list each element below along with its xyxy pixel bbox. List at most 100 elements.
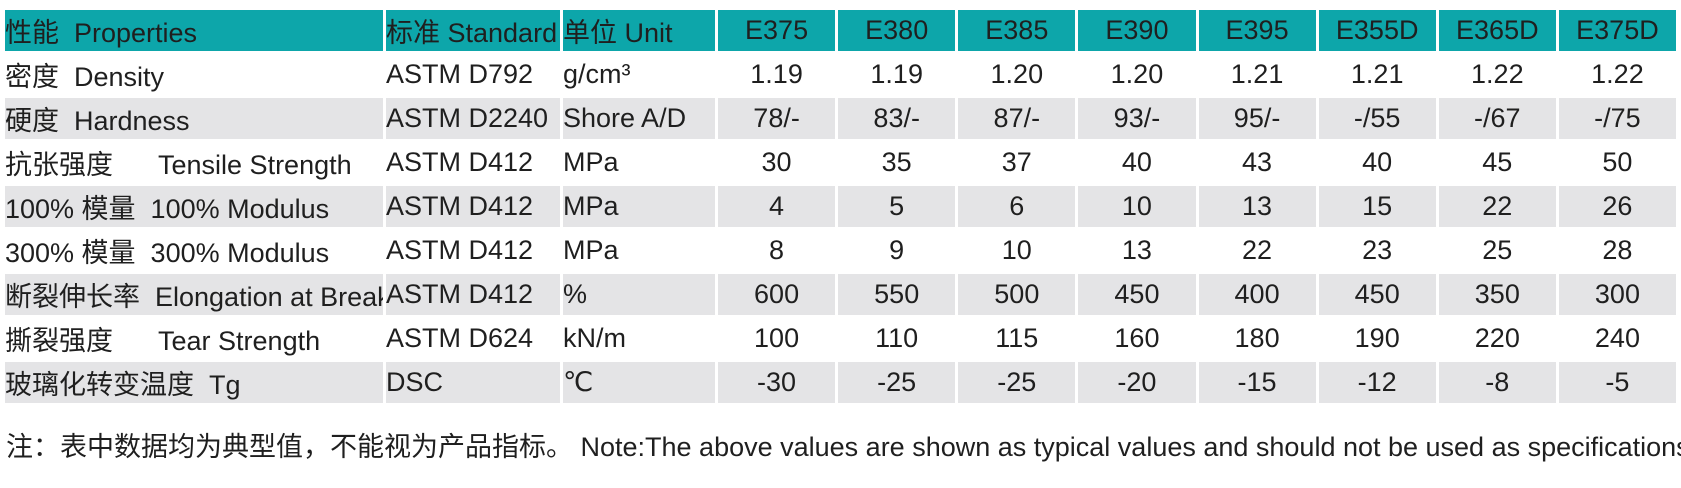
value-cell: -25 xyxy=(958,362,1076,403)
table-row: 抗张强度 Tensile Strength ASTM D412 MPa 30 35 37 4… xyxy=(5,142,1676,183)
value-cell: 45 xyxy=(1438,142,1556,183)
property-name-cell: 断裂伸长率 Elongation at Break xyxy=(5,274,383,315)
value-cell: 4 xyxy=(718,186,836,227)
value-cell: 13 xyxy=(1198,186,1316,227)
value-cell: -/75 xyxy=(1558,98,1676,139)
value-cell: 10 xyxy=(1078,186,1196,227)
value-cell: 87/- xyxy=(958,98,1076,139)
value-cell: 1.22 xyxy=(1438,54,1556,95)
value-cell: 550 xyxy=(838,274,956,315)
unit-cell: MPa xyxy=(563,142,715,183)
property-name-cell: 100% 模量 100% Modulus xyxy=(5,186,383,227)
value-cell: -25 xyxy=(838,362,956,403)
value-cell: -20 xyxy=(1078,362,1196,403)
unit-cell: Shore A/D xyxy=(563,98,715,139)
value-cell: 78/- xyxy=(718,98,836,139)
unit-cell: MPa xyxy=(563,230,715,271)
value-cell: 160 xyxy=(1078,318,1196,359)
value-cell: 1.21 xyxy=(1198,54,1316,95)
value-cell: 6 xyxy=(958,186,1076,227)
value-cell: 1.19 xyxy=(718,54,836,95)
value-cell: 1.20 xyxy=(958,54,1076,95)
value-cell: 110 xyxy=(838,318,956,359)
table-row: 玻璃化转变温度 Tg DSC ℃ -30 -25 -25 -20 -15 -12 -8 -5 xyxy=(5,362,1676,403)
column-header-standard: 标准 Standard xyxy=(386,10,560,51)
column-header-grade-e375d: E375D xyxy=(1558,10,1676,51)
value-cell: 450 xyxy=(1318,274,1436,315)
column-header-grade-e365d: E365D xyxy=(1438,10,1556,51)
value-cell: -12 xyxy=(1318,362,1436,403)
value-cell: -/55 xyxy=(1318,98,1436,139)
value-cell: 23 xyxy=(1318,230,1436,271)
value-cell: 25 xyxy=(1438,230,1556,271)
column-header-unit: 单位 Unit xyxy=(563,10,715,51)
value-cell: -/67 xyxy=(1438,98,1556,139)
value-cell: 93/- xyxy=(1078,98,1196,139)
value-cell: 500 xyxy=(958,274,1076,315)
table-body: 密度 Density ASTM D792 g/cm³ 1.19 1.19 1.20 1.20… xyxy=(5,54,1676,403)
value-cell: 1.19 xyxy=(838,54,956,95)
value-cell: 400 xyxy=(1198,274,1316,315)
value-cell: 15 xyxy=(1318,186,1436,227)
value-cell: 8 xyxy=(718,230,836,271)
value-cell: 28 xyxy=(1558,230,1676,271)
value-cell: 600 xyxy=(718,274,836,315)
unit-cell: ℃ xyxy=(563,362,715,403)
standard-cell: ASTM D412 xyxy=(386,186,560,227)
table-row: 100% 模量 100% Modulus ASTM D412 MPa 4 5 6 10 13 1… xyxy=(5,186,1676,227)
unit-cell: % xyxy=(563,274,715,315)
value-cell: 22 xyxy=(1438,186,1556,227)
value-cell: 240 xyxy=(1558,318,1676,359)
value-cell: 1.21 xyxy=(1318,54,1436,95)
table-row: 断裂伸长率 Elongation at Break ASTM D412% 600 55… xyxy=(5,274,1676,315)
value-cell: 40 xyxy=(1318,142,1436,183)
unit-cell: g/cm³ xyxy=(563,54,715,95)
column-header-grade-e385: E385 xyxy=(958,10,1076,51)
value-cell: 13 xyxy=(1078,230,1196,271)
value-cell: 1.22 xyxy=(1558,54,1676,95)
value-cell: 10 xyxy=(958,230,1076,271)
value-cell: 220 xyxy=(1438,318,1556,359)
value-cell: 5 xyxy=(838,186,956,227)
standard-cell: DSC xyxy=(386,362,560,403)
value-cell: 1.20 xyxy=(1078,54,1196,95)
value-cell: 115 xyxy=(958,318,1076,359)
unit-cell: MPa xyxy=(563,186,715,227)
table-row: 硬度 Hardness ASTM D2240 Shore A/D 78/- 83/- 87… xyxy=(5,98,1676,139)
standard-cell: ASTM D412 xyxy=(386,142,560,183)
table-row: 300% 模量 300% Modulus ASTM D412 MPa 8 9 10 13 22… xyxy=(5,230,1676,271)
value-cell: -15 xyxy=(1198,362,1316,403)
column-header-properties: 性能 Properties xyxy=(5,10,383,51)
property-name-cell: 抗张强度 Tensile Strength xyxy=(5,142,383,183)
property-name-cell: 撕裂强度 Tear Strength xyxy=(5,318,383,359)
value-cell: 100 xyxy=(718,318,836,359)
property-name-cell: 300% 模量 300% Modulus xyxy=(5,230,383,271)
value-cell: 30 xyxy=(718,142,836,183)
value-cell: 350 xyxy=(1438,274,1556,315)
column-header-grade-e395: E395 xyxy=(1198,10,1316,51)
column-header-grade-e390: E390 xyxy=(1078,10,1196,51)
standard-cell: ASTM D792 xyxy=(386,54,560,95)
table-row: 密度 Density ASTM D792 g/cm³ 1.19 1.19 1.20 1.20… xyxy=(5,54,1676,95)
standard-cell: ASTM D2240 xyxy=(386,98,560,139)
value-cell: -8 xyxy=(1438,362,1556,403)
value-cell: 9 xyxy=(838,230,956,271)
standard-cell: ASTM D412 xyxy=(386,230,560,271)
property-name-cell: 玻璃化转变温度 Tg xyxy=(5,362,383,403)
value-cell: 22 xyxy=(1198,230,1316,271)
header-row: 性能 Properties 标准 Standard 单位 Unit E375 E380 E… xyxy=(5,10,1676,51)
value-cell: 43 xyxy=(1198,142,1316,183)
properties-table: 性能 Properties 标准 Standard 单位 Unit E375 E380 E… xyxy=(2,7,1679,406)
value-cell: 190 xyxy=(1318,318,1436,359)
value-cell: 35 xyxy=(838,142,956,183)
unit-cell: kN/m xyxy=(563,318,715,359)
value-cell: 83/- xyxy=(838,98,956,139)
footnote: 注：表中数据均为典型值，不能视为产品指标。 Note:The above val… xyxy=(6,432,1681,462)
value-cell: 26 xyxy=(1558,186,1676,227)
value-cell: -5 xyxy=(1558,362,1676,403)
standard-cell: ASTM D412 xyxy=(386,274,560,315)
column-header-grade-e375: E375 xyxy=(718,10,836,51)
standard-cell: ASTM D624 xyxy=(386,318,560,359)
property-name-cell: 密度 Density xyxy=(5,54,383,95)
value-cell: 300 xyxy=(1558,274,1676,315)
